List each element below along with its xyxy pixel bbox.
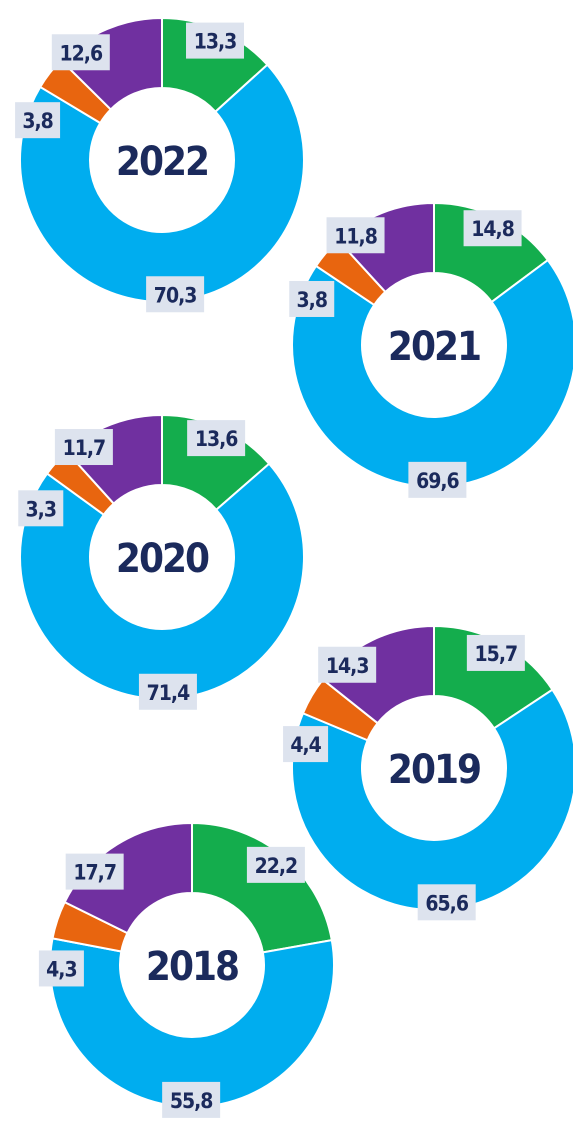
value-label-box	[186, 22, 245, 59]
value-label-box	[246, 846, 305, 883]
value-label: 13,3	[194, 30, 237, 54]
donut-segment	[291, 258, 573, 488]
value-label: 12,6	[59, 41, 102, 65]
value-label-box	[417, 884, 476, 921]
value-label: 71,4	[147, 681, 190, 705]
value-label-box	[318, 646, 377, 683]
value-label: 14,3	[326, 654, 369, 678]
value-label: 17,7	[73, 861, 116, 885]
value-label-box	[326, 217, 385, 254]
value-label-box	[466, 634, 525, 671]
donut-segment	[19, 462, 305, 700]
center-label: 2020	[116, 536, 209, 582]
value-label: 69,6	[416, 469, 459, 493]
value-label: 3,3	[26, 497, 56, 521]
donut-segment	[291, 688, 573, 911]
value-label: 11,7	[63, 436, 106, 460]
value-label-box	[65, 853, 124, 890]
center-label: 2021	[388, 324, 480, 370]
value-label-box	[162, 1081, 221, 1118]
donut: 2018 22,2 55,8 4,3 17,7	[38, 821, 335, 1118]
donut-segment	[191, 821, 333, 954]
donut: 2020 13,6 71,4 3,3 11,7	[18, 413, 305, 710]
value-label-box	[54, 429, 113, 466]
value-label: 13,6	[195, 427, 238, 451]
center-label: 2022	[116, 139, 208, 185]
value-label-box	[18, 490, 64, 527]
value-label: 55,8	[170, 1089, 213, 1113]
value-label-box	[38, 950, 84, 987]
value-label-box	[289, 280, 335, 317]
value-label: 3,8	[22, 109, 52, 133]
value-label: 70,3	[154, 283, 197, 307]
value-label: 4,3	[46, 957, 76, 981]
value-label: 4,4	[290, 733, 321, 757]
donut-segment	[49, 937, 335, 1108]
center-label: 2018	[146, 944, 238, 990]
value-label: 14,8	[471, 217, 514, 241]
value-label: 15,7	[475, 642, 518, 666]
donut: 2019 15,7 65,6 4,4 14,3	[283, 624, 573, 921]
donut-segment	[19, 63, 305, 303]
value-label: 11,8	[334, 224, 377, 248]
value-label-box	[51, 34, 110, 71]
value-label-box	[138, 673, 197, 710]
value-label: 65,6	[425, 891, 468, 915]
value-label-box	[408, 461, 467, 498]
value-label-box	[463, 210, 522, 247]
value-label-box	[187, 420, 246, 457]
donut: 2022 13,3 70,3 3,8 12,6	[15, 16, 305, 313]
value-label-box	[15, 102, 61, 139]
value-label-box	[146, 276, 205, 313]
value-label-box	[283, 726, 329, 763]
donut: 2021 14,8 69,6 3,8 11,8	[289, 201, 573, 498]
value-label: 22,2	[255, 854, 298, 878]
value-label: 3,8	[297, 288, 327, 312]
center-label: 2019	[388, 747, 480, 793]
